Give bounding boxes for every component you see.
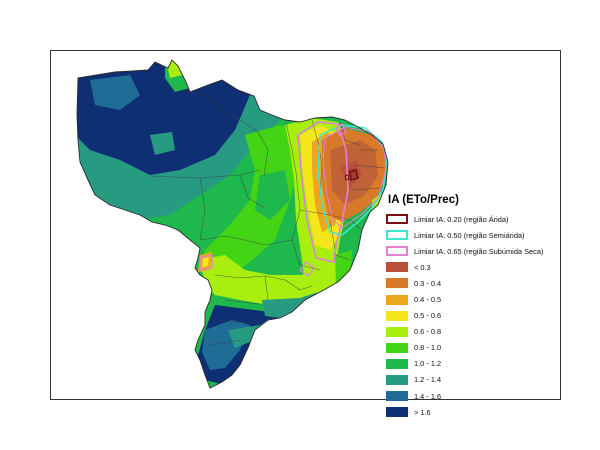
legend-label: 0.4 - 0.5 <box>414 295 442 305</box>
legend-class: 0.4 - 0.5 <box>386 291 558 307</box>
map-legend: IA (ETo/Prec) Limiar IA: 0.20 (região Ár… <box>386 194 558 420</box>
class-swatch <box>386 391 408 402</box>
legend-class: 1.4 - 1.6 <box>386 388 558 404</box>
subhumid-threshold-swatch <box>386 246 408 257</box>
legend-label: 0.6 - 0.8 <box>414 327 442 337</box>
legend-threshold-subhumid: Limiar IA: 0.65 (região Subúmida Seca) <box>386 243 558 259</box>
class-swatch <box>386 358 408 369</box>
arid-threshold-swatch <box>386 214 408 225</box>
class-swatch <box>386 326 408 337</box>
legend-label: Limiar IA: 0.50 (região Semiárida) <box>414 230 525 240</box>
legend-label: 0.5 - 0.6 <box>414 311 442 321</box>
class-swatch <box>386 310 408 321</box>
class-swatch <box>386 294 408 305</box>
legend-class: 1.0 - 1.2 <box>386 356 558 372</box>
legend-class: > 1.6 <box>386 404 558 420</box>
state-borders <box>149 89 385 346</box>
legend-label: 1.0 - 1.2 <box>414 359 442 369</box>
legend-label: 1.2 - 1.4 <box>414 375 442 385</box>
legend-label: > 1.6 <box>414 407 431 417</box>
legend-threshold-arid: Limiar IA: 0.20 (região Árida) <box>386 211 558 227</box>
legend-title: IA (ETo/Prec) <box>388 194 459 206</box>
legend-class: 1.2 - 1.4 <box>386 372 558 388</box>
class-swatch <box>386 342 408 353</box>
legend-class: 0.3 - 0.4 <box>386 275 558 291</box>
legend-class: < 0.3 <box>386 259 558 275</box>
legend-label: < 0.3 <box>414 262 431 272</box>
legend-threshold-semiarid: Limiar IA: 0.50 (região Semiárida) <box>386 227 558 243</box>
class-swatch <box>386 407 408 418</box>
legend-class: 0.8 - 1.0 <box>386 340 558 356</box>
legend-label: Limiar IA: 0.65 (região Subúmida Seca) <box>414 246 544 256</box>
legend-label: 0.8 - 1.0 <box>414 343 442 353</box>
brazil-outline <box>76 59 389 389</box>
legend-class: 0.5 - 0.6 <box>386 308 558 324</box>
brazil-aridity-map <box>76 59 389 389</box>
semiarid-threshold-swatch <box>386 230 408 241</box>
class-swatch <box>386 278 408 289</box>
legend-label: Limiar IA: 0.20 (região Árida) <box>414 214 509 224</box>
legend-label: 0.3 - 0.4 <box>414 278 442 288</box>
legend-label: 1.4 - 1.6 <box>414 391 442 401</box>
legend-class: 0.6 - 0.8 <box>386 324 558 340</box>
class-swatch <box>386 262 408 273</box>
class-swatch <box>386 374 408 385</box>
